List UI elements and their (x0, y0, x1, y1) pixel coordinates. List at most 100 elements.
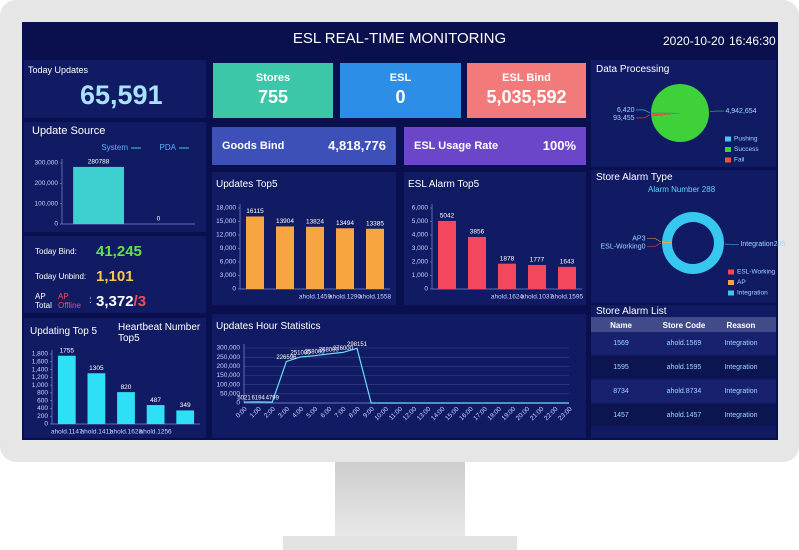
column-header: Name (610, 321, 632, 330)
data-label: 13824 (306, 219, 324, 226)
table-cell: ahold.1595 (666, 364, 702, 371)
card-value: 4,818,776 (328, 138, 386, 153)
label-name: Integration (740, 241, 773, 248)
y-tick-label: 6,000 (220, 259, 237, 266)
y-tick-label: 4,000 (412, 232, 429, 239)
x-tick-label: 22:00 (543, 405, 560, 422)
panel-title: Data Processing (596, 64, 670, 75)
bar (146, 405, 165, 424)
data-label: Integration285 (740, 241, 785, 248)
table-cell: Integration (724, 364, 758, 371)
bind-value: 41,245 (96, 243, 142, 260)
x-tick-label: 15:00 (444, 405, 461, 422)
x-tick-label: 12:00 (402, 405, 419, 422)
table-cell: 1457 (613, 412, 629, 419)
x-tick-label: ahold.1037 (521, 294, 554, 301)
x-tick-label: 23:00 (557, 405, 574, 422)
data-label: 3856 (470, 229, 485, 236)
x-tick-label: 3:00 (277, 405, 291, 419)
data-label: 5042 (440, 213, 455, 220)
legend-label: Fail (734, 157, 745, 164)
table-header: Name Store Code Reason (591, 317, 776, 332)
y-tick-label: 6,000 (412, 205, 429, 212)
x-tick-label: 8:00 (348, 405, 362, 419)
data-label: 13385 (366, 220, 384, 227)
bar (117, 392, 135, 424)
x-tick-label: ahold.1595 (551, 294, 584, 301)
legend-swatch (725, 136, 731, 142)
data-label: 1643 (560, 259, 575, 266)
data-label: AP3 (632, 235, 645, 242)
legend-label: Success (734, 146, 759, 153)
unbind-value: 1,101 (96, 268, 134, 285)
bar (176, 410, 195, 424)
y-tick-label: 1,600 (32, 358, 49, 365)
legend-swatch (725, 147, 731, 152)
y-tick-label: 300,000 (35, 160, 59, 167)
today-updates-value: 65,591 (80, 80, 163, 110)
table-row: 1569 ahold.1569 Integration (591, 332, 776, 354)
goods-bind-card: Goods Bind 4,818,776 (212, 127, 396, 165)
y-tick-label: 2,000 (412, 259, 429, 266)
panel-title: ESL Alarm Top5 (408, 179, 480, 190)
table-cell: Integration (724, 412, 758, 419)
esl-card: ESL 0 (340, 63, 461, 118)
panel-title: Updating Top 5 (30, 326, 98, 337)
data-label: 298151 (347, 342, 368, 348)
y-tick-label: 5,000 (412, 218, 429, 225)
data-label: 820 (121, 384, 132, 391)
slice (651, 83, 709, 142)
ap-offline-label: AP Offline (58, 292, 81, 310)
y-tick-label: 50,000 (220, 391, 240, 398)
leader-line (636, 109, 651, 114)
x-tick-label: ahold.1624 (491, 294, 524, 301)
y-tick-label: 150,000 (217, 372, 241, 379)
y-tick-label: 400 (37, 405, 48, 412)
slice (651, 113, 680, 117)
data-label: 280788 (88, 159, 110, 166)
y-tick-label: 0 (44, 421, 48, 428)
panel-subtitle: Heartbeat Number Top5 (118, 322, 201, 344)
today-updates-label: Today Updates (28, 65, 89, 75)
panel-title: Store Alarm List (596, 306, 667, 317)
ap-values: 3,372/3 (96, 294, 146, 309)
updates-top5-panel (212, 172, 396, 305)
x-tick-label: 10:00 (373, 405, 390, 422)
leader-line (636, 114, 651, 119)
y-tick-label: 300,000 (217, 345, 241, 352)
table-cell: 8734 (613, 388, 629, 395)
data-label: 16115 (246, 208, 264, 215)
table-row: 1457 ahold.1457 Integration (591, 404, 776, 426)
data-label: 1305 (89, 365, 104, 372)
esl-bind-card: ESL Bind 5,035,592 (467, 63, 586, 118)
y-tick-label: 3,000 (412, 245, 429, 252)
y-tick-label: 0 (232, 286, 236, 293)
ap-offline-value: /3 (133, 293, 147, 310)
x-tick-label: ahold.1256 (140, 429, 173, 436)
x-tick-label: 4:00 (291, 405, 305, 419)
label-name: ESL-Working (600, 243, 641, 250)
x-tick-label: ahold.1411 (81, 429, 113, 436)
x-tick-label: 1:00 (249, 405, 263, 419)
y-tick-label: 1,200 (32, 374, 49, 381)
line-series (243, 347, 569, 404)
data-label: ESL-Working0 (600, 243, 645, 250)
x-tick-label: 17:00 (472, 405, 489, 422)
y-tick-label: 18,000 (216, 205, 236, 212)
card-value: 5,035,592 (486, 87, 567, 107)
bar (246, 216, 264, 289)
panel-title: Update Source (32, 125, 106, 137)
y-tick-label: 200,000 (35, 180, 59, 187)
data-label: 1777 (530, 257, 545, 264)
y-tick-label: 100,000 (217, 381, 241, 388)
ap-total-label: AP Total (35, 292, 52, 310)
bar (528, 265, 546, 289)
bar (276, 226, 294, 289)
slice (661, 240, 673, 243)
y-tick-label: 0 (54, 221, 58, 228)
legend-label: ESL-Working (737, 269, 776, 276)
legend-label: AP (737, 279, 746, 286)
x-tick-label: 7:00 (334, 405, 348, 419)
legend-swatch (725, 157, 731, 163)
